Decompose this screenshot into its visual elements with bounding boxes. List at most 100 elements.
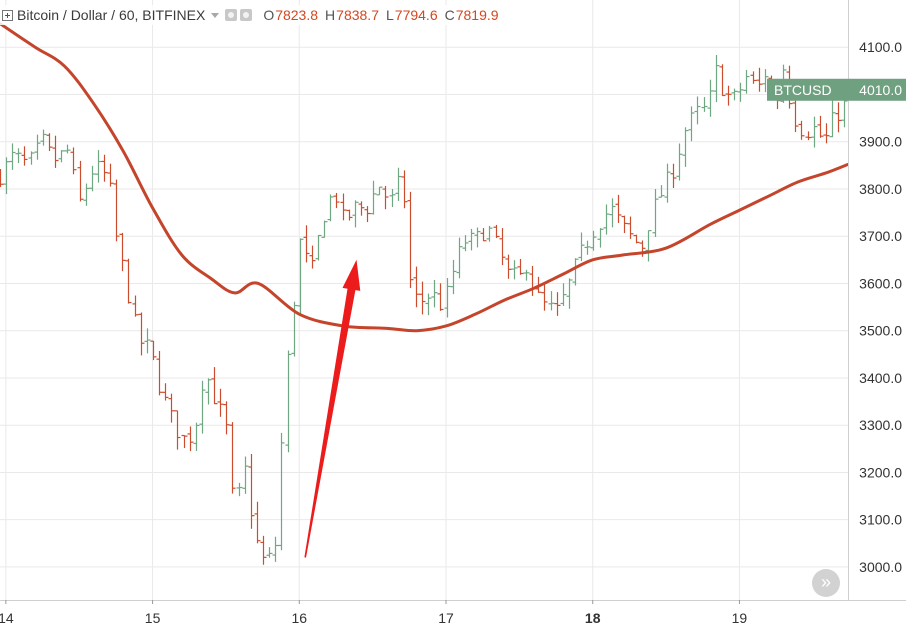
ohlc-bar [174,410,181,450]
ohlc-bar [456,237,463,279]
ohlc-bar [395,167,402,201]
ohlc-bar [829,99,836,138]
ohlc-bar [811,116,818,148]
ohlc-bar [731,88,738,101]
ohlc-bar [315,234,322,261]
scroll-to-realtime-button[interactable]: » [812,569,840,597]
ohlc-bar [223,401,230,435]
ohlc-bar [584,240,591,255]
ohlc-bar [682,127,689,167]
ohlc-bar [523,269,530,281]
ohlc-bar [474,227,481,248]
price-axis[interactable]: 4100.04000.03900.03800.03700.03600.03500… [848,0,906,627]
ohlc-bar [309,245,316,269]
ohlc-bar [597,228,604,248]
ohlc-bar [701,97,708,112]
ohlc-bar [217,388,224,417]
ohlc-bar [272,536,279,562]
ohlc-bar [229,422,236,494]
y-tick-label: 3900.0 [859,134,902,150]
interval-label[interactable]: 60 [118,7,135,23]
ohlc-bar [444,278,451,318]
ohlc-bar [107,163,114,187]
ohlc-bar [125,258,132,304]
y-tick-label: 3600.0 [859,275,902,291]
symbol-name[interactable]: Bitcoin / Dollar [17,7,108,23]
ohlc-bar [132,295,139,317]
ohlc-bar [254,501,261,544]
ohlc-bar [511,260,518,280]
ohlc-bar [138,312,145,356]
open-value: 7823.8 [275,7,319,23]
ohlc-bar [578,232,585,262]
red-arrow-annotation [304,259,361,558]
ohlc-bar [187,426,194,452]
close-value: 7819.9 [455,7,499,23]
ohlc-bar [798,120,805,140]
ohlc-bar [762,69,769,93]
moving-average [0,22,850,333]
ohlc-bar [156,351,163,396]
settings-icon[interactable] [240,9,253,21]
price-badge-ticker: BTCUSD [774,82,832,98]
low-key: L [385,7,394,23]
caret-down-icon[interactable] [211,12,220,18]
ohlc-bar [621,215,628,234]
eye-icon[interactable] [225,9,238,21]
moving-average-line [0,22,850,333]
ohlc-bar [382,185,389,210]
time-axis[interactable]: 14 15 16 17 18 19 [0,600,906,627]
ohlc-bar [150,340,157,361]
ohlc-bar [83,183,90,206]
ohlc-bar [95,150,102,183]
ohlc-bar [609,198,616,228]
ohlc-bar [529,265,536,296]
x-tick-label: 19 [732,610,748,626]
ohlc-bar [346,209,353,221]
ohlc-bar [260,535,267,565]
ohlc-bar [113,179,120,242]
y-tick-label: 3500.0 [859,323,902,339]
ohlc-bar [205,378,212,405]
ohlc-bar [266,547,273,558]
ohlc-bar [676,143,683,181]
ohlc-bar [77,160,84,202]
ohlc-bar [431,280,438,308]
ohlc-bar [713,55,720,103]
chart-header: Bitcoin / Dollar / 60 , BITFINEX O 7823.… [0,5,505,25]
ohlc-bar [688,106,695,142]
high-value: 7838.7 [336,7,379,23]
price-axis-background [848,0,906,627]
ohlc-bar [419,281,426,315]
ohlc-bar [352,200,359,228]
ohlc-bar [40,129,47,146]
ohlc-bar [480,228,487,242]
ohlc-bar [627,216,634,239]
time-axis-background [0,600,906,627]
ohlc-bar [28,151,35,165]
ohlc-bar [633,234,640,244]
ohlc-bar [285,350,292,453]
ohlc-bar [101,154,108,182]
ohlc-bar [46,133,53,152]
ohlc-bar [590,230,597,251]
ohlc-bar [462,235,469,252]
ohlc-bar [168,393,175,423]
ohlc-bar [743,69,750,94]
ohlc-bar [841,97,848,128]
y-tick-label: 4100.0 [859,39,902,55]
double-chevron-right-icon: » [820,572,831,592]
plus-square-icon[interactable] [2,9,13,21]
exchange-label[interactable]: BITFINEX [142,7,206,23]
ohlc-bar [199,380,206,434]
ohlc-bar [407,191,414,289]
ohlc-bar [658,185,665,198]
ohlc-bar [517,258,524,275]
x-tick-label: 14 [0,610,14,626]
ohlc-bar [242,456,249,494]
price-badge-background [767,78,906,101]
ohlc-bar [792,97,799,133]
ohlc-bar [333,192,340,209]
ohlc-bar [389,189,396,208]
